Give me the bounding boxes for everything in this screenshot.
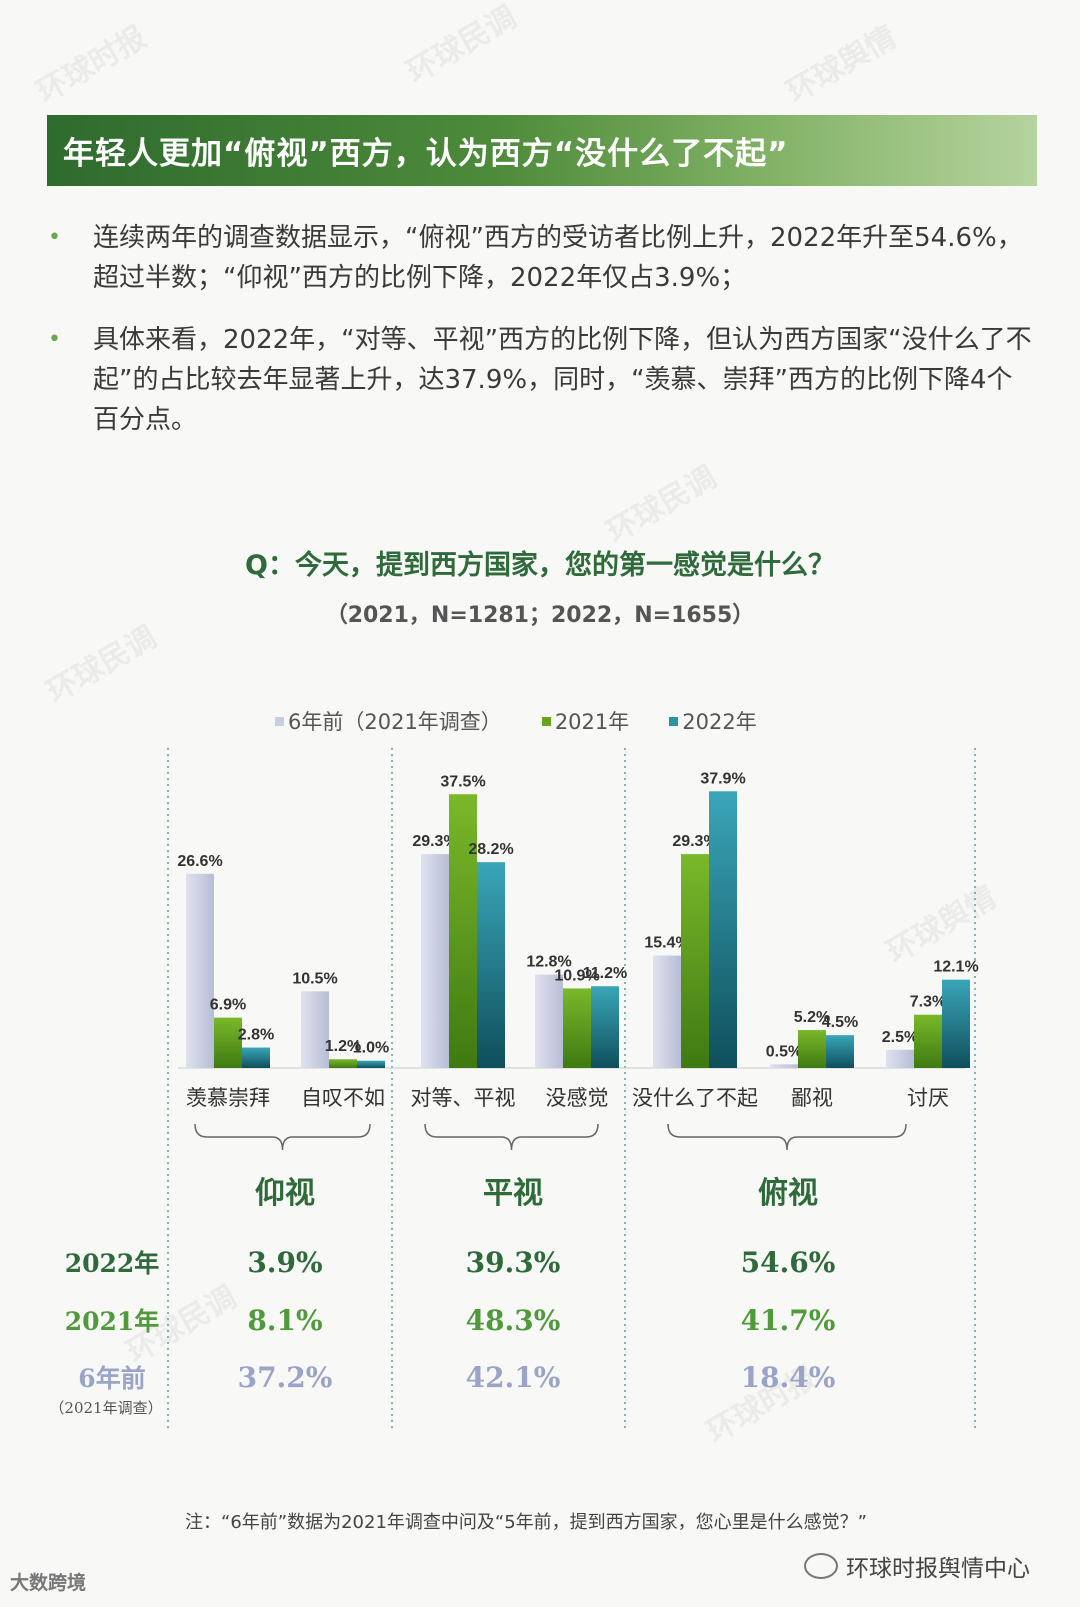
bar-value-label: 37.5%	[440, 773, 485, 790]
bar-6years-ago	[186, 873, 214, 1068]
bar-value-label: 15.4%	[644, 935, 689, 952]
bar-6years-ago	[535, 974, 563, 1068]
bar-2021	[681, 854, 709, 1068]
category-label: 讨厌	[907, 1086, 949, 1110]
bullet-dot-icon: •	[48, 327, 61, 352]
bar-value-label: 2.8%	[238, 1027, 274, 1044]
bar-value-label: 12.8%	[526, 954, 571, 971]
bullet-text: 连续两年的调查数据显示，“俯视”西方的受访者比例上升，2022年升至54.6%，…	[93, 223, 1023, 293]
summary-value: 41.7%	[741, 1304, 836, 1337]
group-label: 俯视	[758, 1176, 818, 1211]
summary-value: 54.6%	[741, 1246, 836, 1279]
bar-2021	[214, 1017, 242, 1068]
bar-value-label: 1.2%	[325, 1038, 361, 1055]
bar-value-label: 2.5%	[882, 1029, 918, 1046]
section-title: 年轻人更加“俯视”西方，认为西方“没什么了不起”	[63, 136, 789, 172]
bar-2021	[449, 794, 477, 1068]
legend-label: 2021年	[554, 710, 630, 734]
bar-value-label: 10.5%	[292, 970, 337, 987]
wechat-icon	[804, 1553, 838, 1579]
bar-value-label: 4.5%	[822, 1014, 858, 1031]
brand-left: 大数跨境	[10, 1572, 87, 1594]
bar-2021	[563, 988, 591, 1068]
bullet-dot-icon: •	[48, 225, 61, 250]
bar-2022	[942, 979, 970, 1068]
group-label: 仰视	[255, 1176, 315, 1211]
category-label: 对等、平视	[411, 1086, 516, 1110]
bar-6years-ago	[301, 991, 329, 1068]
bar-2021	[914, 1014, 942, 1068]
bullet-item: • 连续两年的调查数据显示，“俯视”西方的受访者比例上升，2022年升至54.6…	[48, 218, 1038, 298]
summary-value: 48.3%	[466, 1304, 561, 1337]
bullet-list: • 连续两年的调查数据显示，“俯视”西方的受访者比例上升，2022年升至54.6…	[48, 218, 1038, 462]
legend-item: 2021年	[541, 706, 630, 736]
bar-value-label: 29.3%	[672, 833, 717, 850]
chart-legend: 6年前（2021年调查） 2021年 2022年	[275, 706, 757, 736]
group-label: 平视	[483, 1176, 543, 1211]
bar-value-label: 10.9%	[554, 967, 599, 984]
legend-swatch	[275, 716, 284, 726]
category-label: 鄙视	[791, 1086, 833, 1110]
brand-name: 环球时报舆情中心	[846, 1556, 1030, 1582]
summary-row-label: 6年前	[78, 1364, 145, 1393]
bar-value-label: 12.1%	[933, 959, 978, 976]
legend-label: 2022年	[682, 710, 757, 734]
category-label: 没什么了不起	[632, 1086, 758, 1110]
bar-value-label: 0.5%	[766, 1043, 802, 1060]
bar-value-label: 26.6%	[177, 853, 222, 870]
legend-swatch	[541, 716, 551, 726]
bullet-text: 具体来看，2022年，“对等、平视”西方的比例下降，但认为西方国家“没什么了不起…	[93, 325, 1032, 435]
summary-value: 3.9%	[247, 1246, 322, 1279]
summary-value: 42.1%	[466, 1361, 561, 1394]
summary-value: 18.4%	[741, 1361, 836, 1394]
bar-value-label: 5.2%	[794, 1009, 830, 1026]
bar-value-label: 28.2%	[468, 841, 513, 858]
summary-row-label: 2021年	[65, 1307, 160, 1336]
bar-value-label: 29.3%	[412, 833, 457, 850]
brand-footer: 环球时报舆情中心	[804, 1549, 1030, 1583]
summary-row-label: 2022年	[65, 1249, 160, 1278]
legend-swatch	[669, 716, 679, 726]
legend-item: 6年前（2021年调查）	[275, 706, 502, 736]
bar-2022	[591, 986, 619, 1068]
summary-value: 8.1%	[247, 1304, 322, 1337]
group-brace	[667, 1123, 907, 1151]
bar-2021	[798, 1030, 826, 1068]
bar-6years-ago	[653, 955, 681, 1068]
bar-2021	[329, 1059, 357, 1068]
group-brace	[424, 1123, 599, 1151]
footnote: 注：“6年前”数据为2021年调查中问及“5年前，提到西方国家，您心里是什么感觉…	[185, 1512, 868, 1533]
legend-label: 6年前（2021年调查）	[288, 710, 502, 734]
bar-2022	[826, 1035, 854, 1068]
bar-value-label: 6.9%	[210, 997, 246, 1014]
summary-row-sublabel: （2021年调查）	[49, 1399, 162, 1417]
category-label: 羡慕崇拜	[186, 1086, 270, 1110]
bar-value-label: 37.9%	[700, 770, 745, 787]
bar-value-label: 11.2%	[583, 965, 627, 982]
section-banner: 年轻人更加“俯视”西方，认为西方“没什么了不起”	[47, 115, 1037, 186]
group-brace	[194, 1123, 371, 1151]
bar-2022	[242, 1047, 270, 1068]
category-label: 没感觉	[546, 1086, 609, 1110]
summary-value: 39.3%	[466, 1246, 561, 1279]
bar-2022	[709, 791, 737, 1068]
bar-value-label: 7.3%	[910, 994, 946, 1011]
bullet-item: • 具体来看，2022年，“对等、平视”西方的比例下降，但认为西方国家“没什么了…	[48, 320, 1038, 440]
sample-size: （2021，N=1281；2022，N=1655）	[325, 603, 755, 628]
bar-2022	[357, 1060, 385, 1068]
survey-question: Q：今天，提到西方国家，您的第一感觉是什么？	[245, 550, 835, 581]
bar-6years-ago	[770, 1064, 798, 1068]
legend-item: 2022年	[669, 706, 757, 736]
category-label: 自叹不如	[301, 1086, 385, 1110]
bar-2022	[477, 862, 505, 1068]
bar-6years-ago	[421, 854, 449, 1068]
bar-6years-ago	[886, 1049, 914, 1068]
summary-value: 37.2%	[238, 1361, 333, 1394]
bar-value-label: 1.0%	[353, 1040, 389, 1057]
